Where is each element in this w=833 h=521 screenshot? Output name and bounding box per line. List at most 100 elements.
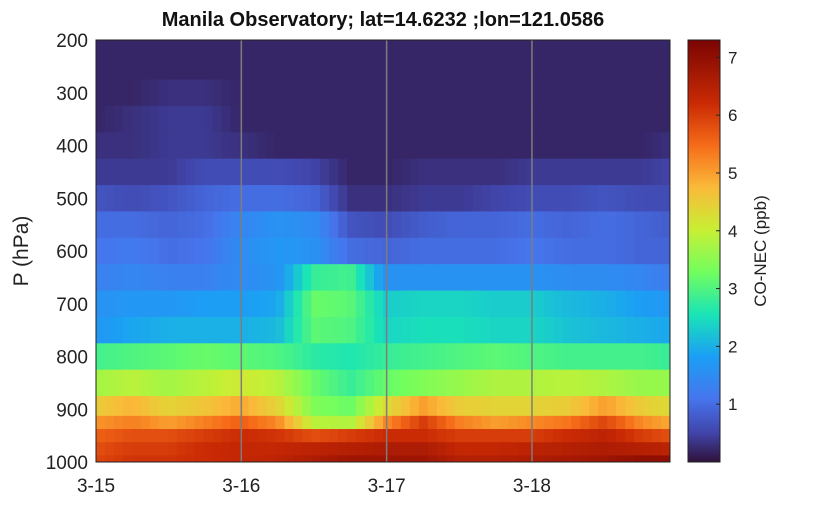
heatmap-cell [661,316,670,344]
heatmap-cell [140,185,151,213]
heatmap-cell [607,429,617,443]
heatmap-cell [454,290,465,318]
heatmap-cell [96,40,106,54]
heatmap-cell [347,442,357,457]
heatmap-cell [643,290,653,318]
heatmap-cell [203,79,214,107]
heatmap-cell [149,396,160,417]
heatmap-cell [481,132,492,160]
heatmap-cell [293,369,303,397]
heatmap-cell [517,316,528,344]
heatmap-cell [365,53,375,81]
heatmap-cell [329,237,339,265]
heatmap-cell [374,105,384,133]
heatmap-cell [481,237,492,265]
heatmap-cell [167,211,178,239]
heatmap-cell [185,158,196,186]
heatmap-cell [589,455,599,462]
heatmap-cell [212,132,223,160]
heatmap-cell [158,53,169,81]
heatmap-cell [490,429,501,443]
heatmap-cell [131,369,142,397]
heatmap-cell [598,40,608,54]
heatmap-cell [616,369,626,397]
heatmap-cell [427,79,438,107]
heatmap-cell [356,237,366,265]
heatmap-cell [104,415,115,430]
heatmap-cell [293,53,303,81]
heatmap-cell [607,158,617,186]
heatmap-cell [203,185,214,213]
y-tick-label: 400 [56,137,88,158]
heatmap-cell [329,185,339,213]
heatmap-cell [284,343,294,371]
heatmap-cell [194,316,205,344]
heatmap-cell [445,290,456,318]
heatmap-cell [356,53,366,81]
heatmap-cell [616,185,626,213]
heatmap-cell [508,290,519,318]
heatmap-cell [553,237,563,265]
heatmap-cell [490,40,501,54]
heatmap-cell [490,290,501,318]
heatmap-cell [293,442,303,457]
heatmap-cell [176,211,187,239]
heatmap-cell [436,53,447,81]
heatmap-cell [311,415,321,430]
heatmap-cell [499,40,510,54]
heatmap-cell [571,316,581,344]
heatmap-cell [239,132,250,160]
heatmap-cell [607,369,617,397]
heatmap-cell [257,40,268,54]
heatmap-cell [203,316,214,344]
heatmap-cell [535,343,546,371]
heatmap-cell [266,290,276,318]
heatmap-cell [427,429,438,443]
heatmap-cell [185,290,196,318]
x-tick-label: 3-17 [368,476,406,497]
heatmap-cell [320,53,330,81]
heatmap-cell [257,132,268,160]
heatmap-cell [302,53,312,81]
heatmap-cell [418,429,429,443]
heatmap-cell [490,79,501,107]
heatmap-cell [391,369,402,397]
heatmap-cell [634,79,644,107]
heatmap-cell [302,316,312,344]
heatmap-cell [311,290,321,318]
heatmap-cell [158,211,169,239]
heatmap-cell [248,455,259,462]
heatmap-cell [230,455,241,462]
heatmap-cell [418,158,429,186]
heatmap-cell [185,53,196,81]
heatmap-cell [293,79,303,107]
heatmap-cell [499,211,510,239]
heatmap-cell [544,396,555,417]
heatmap-cell [212,264,223,292]
heatmap-cell [562,53,572,81]
heatmap-cell [338,369,348,397]
heatmap-cell [158,79,169,107]
heatmap-cell [445,105,456,133]
heatmap-cell [472,343,483,371]
heatmap-cell [113,264,124,292]
heatmap-cell [598,53,608,81]
heatmap-cell [436,316,447,344]
heatmap-cell [239,442,250,457]
heatmap-cell [275,343,285,371]
heatmap-cell [427,237,438,265]
heatmap-cell [113,53,124,81]
heatmap-cell [652,53,662,81]
heatmap-cell [302,343,312,371]
x-tick-label: 3-15 [77,476,115,497]
heatmap-cell [383,79,393,107]
heatmap-cell [275,105,285,133]
heatmap-cell [463,264,474,292]
heatmap-cell [436,237,447,265]
heatmap-cell [517,79,528,107]
heatmap-cell [553,442,563,457]
heatmap-cell [553,211,563,239]
heatmap-cell [149,290,160,318]
heatmap-cell [338,290,348,318]
heatmap-cell [185,40,196,54]
